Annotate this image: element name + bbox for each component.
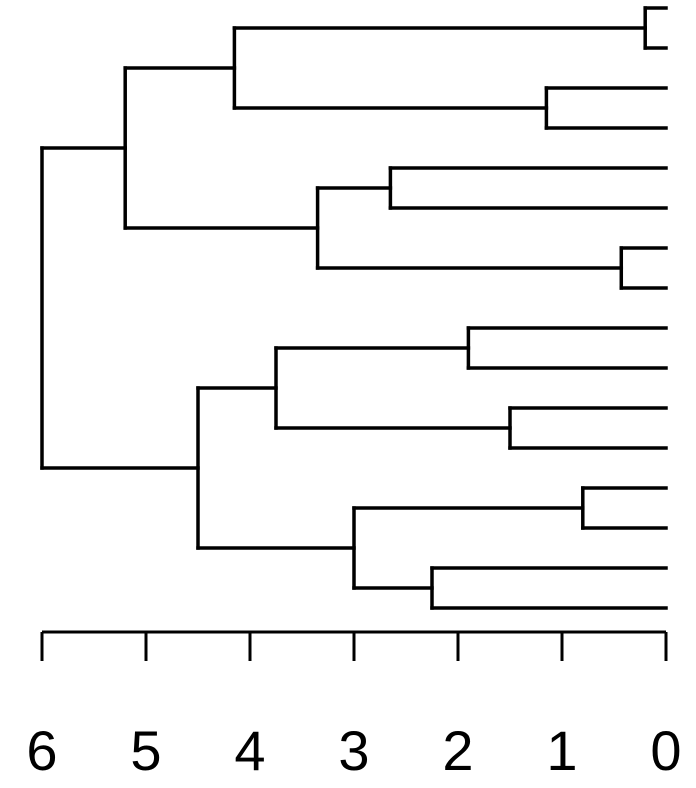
x-axis-tick-label: 1 xyxy=(546,719,577,782)
x-axis-tick-label: 4 xyxy=(234,719,265,782)
x-axis-tick-label: 0 xyxy=(650,719,681,782)
x-axis-tick-label: 5 xyxy=(130,719,161,782)
x-axis-tick-label: 2 xyxy=(442,719,473,782)
x-axis: 6 5 4 3 2 1 0 xyxy=(26,630,682,782)
x-axis-tick-label: 3 xyxy=(338,719,369,782)
x-axis-tick-label: 6 xyxy=(26,719,57,782)
dendrogram-links xyxy=(40,6,668,610)
x-axis-ticks xyxy=(40,632,668,661)
x-axis-tick-labels: 6 5 4 3 2 1 0 xyxy=(26,719,681,782)
